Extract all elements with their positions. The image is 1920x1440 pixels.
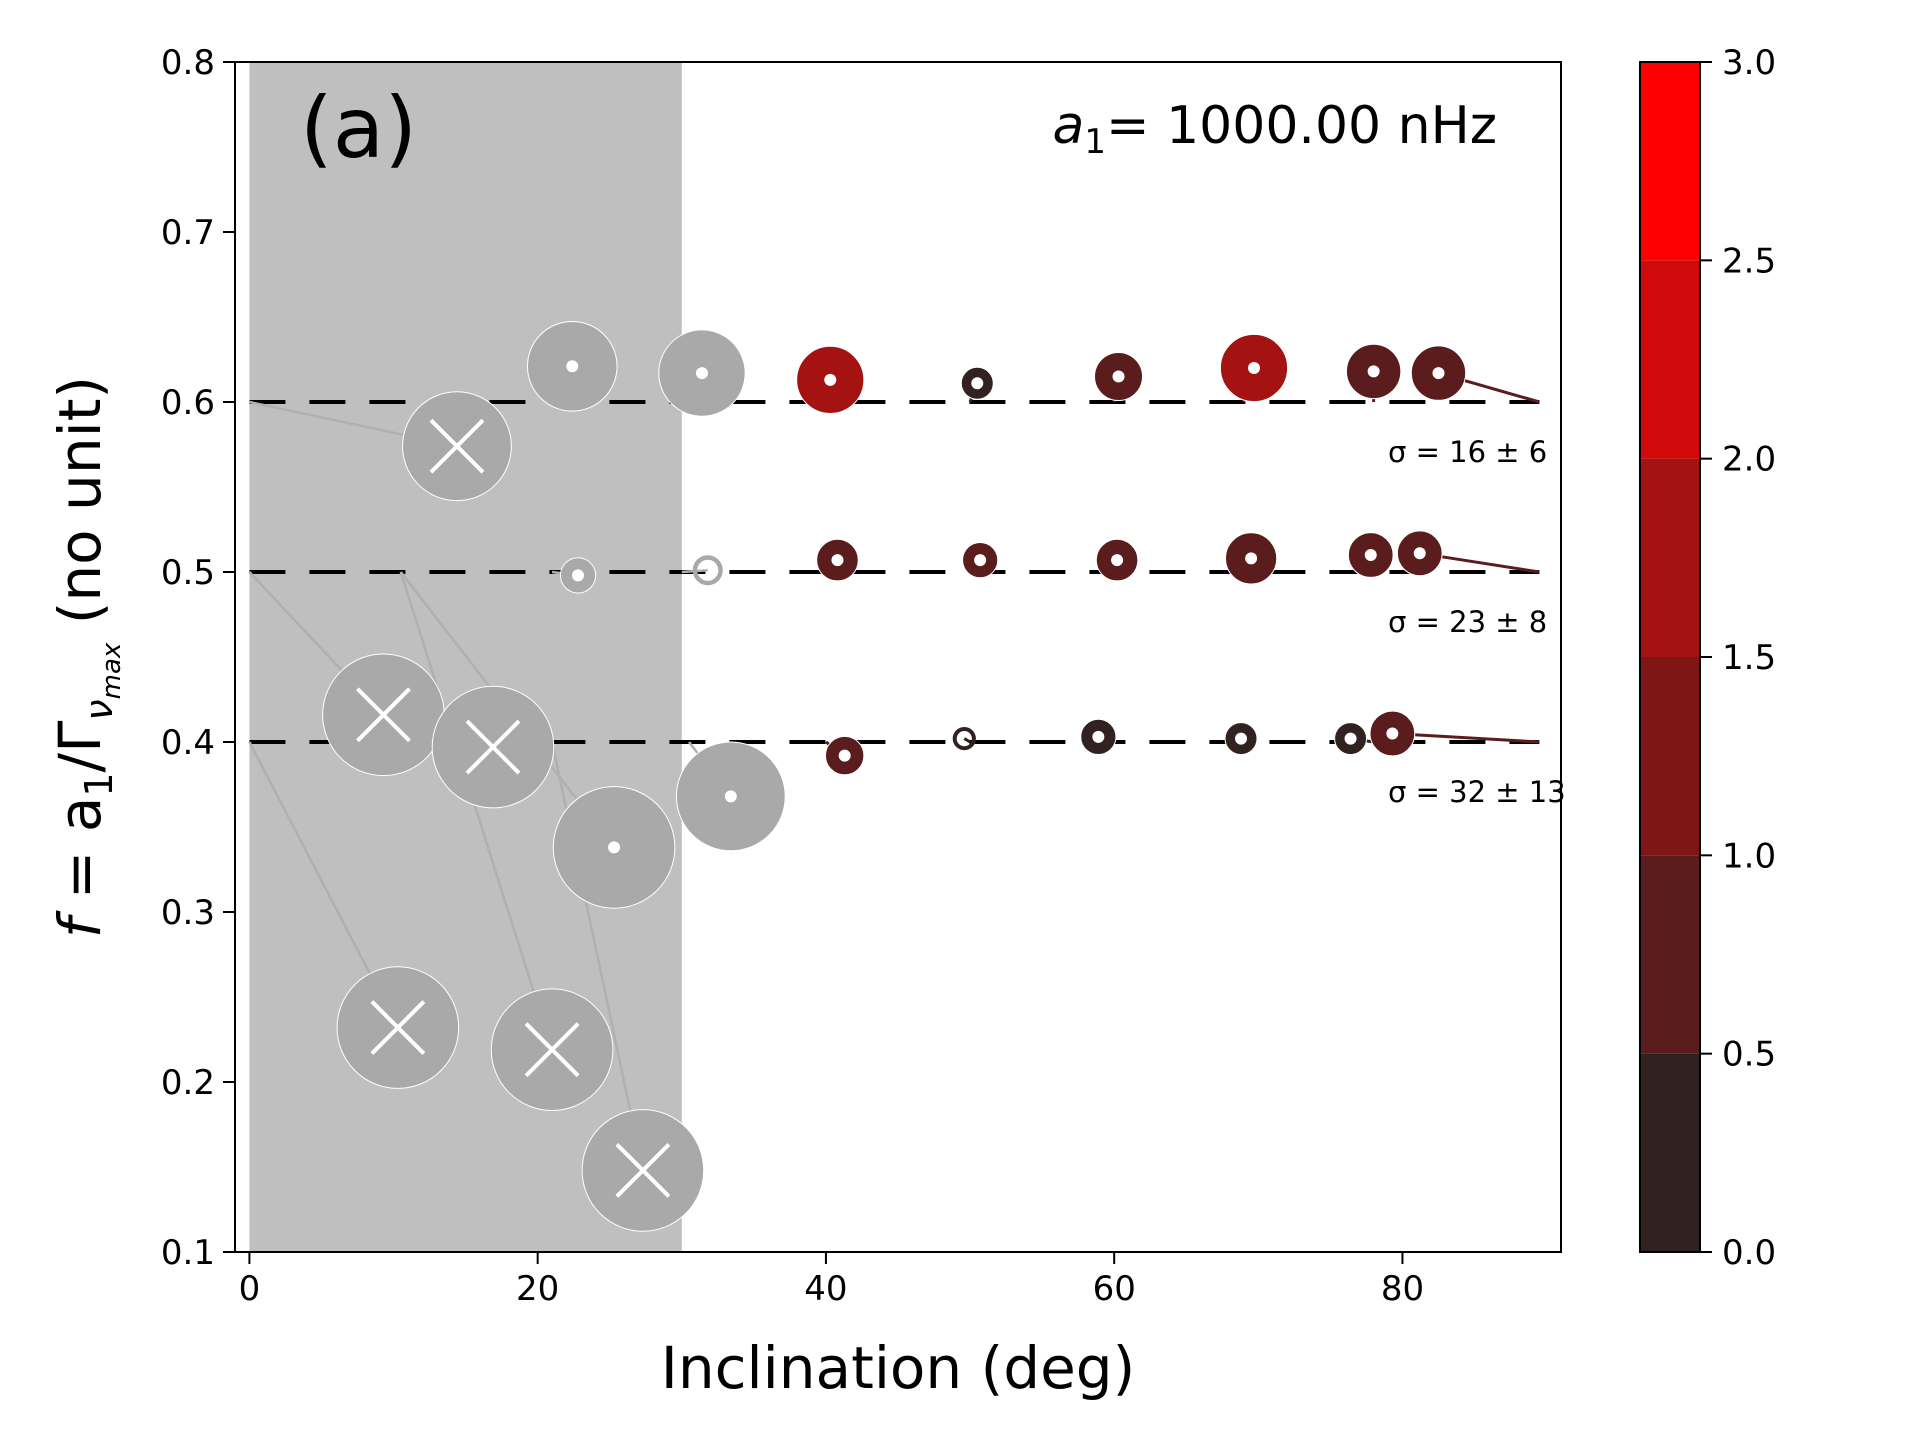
x-tick-label-3: 60 bbox=[1093, 1269, 1136, 1309]
colorbar-segment-4 bbox=[1640, 260, 1700, 459]
ylabel-slash: /Γ bbox=[46, 721, 114, 773]
ylabel-eq: = a bbox=[46, 797, 114, 918]
point-center-29 bbox=[1386, 727, 1399, 740]
guide-line-25 bbox=[963, 737, 971, 744]
colorbar-segment-1 bbox=[1640, 855, 1700, 1054]
ylabel-sub3: max bbox=[97, 642, 127, 699]
guide-line-29 bbox=[1392, 732, 1540, 744]
point-center-7 bbox=[1367, 365, 1380, 378]
point-center-10 bbox=[608, 841, 621, 854]
colorbar-segment-5 bbox=[1640, 62, 1700, 261]
data-points bbox=[322, 321, 1467, 1232]
point-center-17 bbox=[1364, 549, 1377, 561]
point-center-26 bbox=[1092, 730, 1105, 743]
colorbar-tick-label-1: 0.5 bbox=[1722, 1035, 1776, 1075]
colorbar-tick-label-3: 1.5 bbox=[1722, 638, 1776, 678]
data-point-12 bbox=[692, 555, 723, 586]
colorbar-tick-label-2: 1.0 bbox=[1722, 836, 1776, 876]
annotation-value: = 1000.00 nHz bbox=[1106, 96, 1497, 156]
x-tick-label-4: 80 bbox=[1381, 1269, 1424, 1309]
colorbar-segment-0 bbox=[1640, 1053, 1700, 1252]
point-center-2 bbox=[695, 367, 708, 380]
y-tick-label-7: 0.8 bbox=[161, 43, 215, 83]
colorbar-tick-label-5: 2.5 bbox=[1722, 241, 1776, 281]
point-center-5 bbox=[1112, 370, 1125, 383]
colorbar-segment-3 bbox=[1640, 458, 1700, 657]
x-tick-label-2: 40 bbox=[804, 1269, 847, 1309]
point-center-27 bbox=[1235, 732, 1248, 745]
colorbar-tick-label-0: 0.0 bbox=[1722, 1233, 1776, 1273]
ylabel-sub1: 1 bbox=[77, 772, 121, 796]
point-center-14 bbox=[974, 554, 987, 567]
plot-frame bbox=[234, 61, 1562, 1253]
point-center-13 bbox=[831, 554, 844, 567]
rejected-marker-22 bbox=[615, 1142, 671, 1198]
ylabel-suffix: (no unit) bbox=[46, 376, 114, 643]
point-center-24 bbox=[838, 749, 851, 762]
rejected-marker-19 bbox=[370, 1000, 426, 1056]
sigma-label-0: σ = 16 ± 6 bbox=[1388, 435, 1547, 469]
annotation-symbol: a bbox=[1052, 96, 1084, 156]
guide-line-21 bbox=[399, 571, 554, 1051]
point-center-15 bbox=[1111, 554, 1124, 567]
colorbar: 0.0 0.5 1.0 1.5 2.0 2.5 3.0 bbox=[1639, 43, 1776, 1273]
sigma-labels: σ = 16 ± 6 σ = 23 ± 8 σ = 32 ± 13 bbox=[1388, 435, 1566, 809]
y-tick-label-1: 0.2 bbox=[161, 1063, 215, 1103]
rejected-marker-20 bbox=[465, 719, 521, 775]
y-tick-label-4: 0.5 bbox=[161, 553, 215, 593]
point-center-16 bbox=[1245, 552, 1258, 565]
rejected-marker-21 bbox=[524, 1022, 580, 1078]
annotation-subscript: 1 bbox=[1084, 122, 1106, 162]
colorbar-tick-label-6: 3.0 bbox=[1722, 43, 1776, 83]
point-center-4 bbox=[971, 377, 984, 390]
point-center-3 bbox=[824, 373, 837, 386]
sigma-label-2: σ = 32 ± 13 bbox=[1388, 775, 1566, 809]
y-tick-label-3: 0.4 bbox=[161, 723, 215, 763]
point-center-23 bbox=[724, 790, 737, 803]
point-center-28 bbox=[1344, 732, 1357, 745]
plot-area: σ = 16 ± 6 σ = 23 ± 8 σ = 32 ± 13 bbox=[234, 61, 1566, 1253]
data-point-25 bbox=[952, 727, 976, 751]
parameter-annotation: a1= 1000.00 nHz bbox=[1052, 96, 1497, 162]
rejected-marker-9 bbox=[356, 687, 411, 743]
point-center-11 bbox=[572, 569, 585, 582]
y-axis: 0.1 0.2 0.3 0.4 0.5 0.6 0.7 0.8 bbox=[161, 43, 235, 1273]
y-tick-label-2: 0.3 bbox=[161, 893, 215, 933]
x-axis: 0 20 40 60 80 bbox=[239, 1252, 1424, 1309]
y-tick-label-5: 0.6 bbox=[161, 383, 215, 423]
point-center-18 bbox=[1413, 547, 1426, 560]
point-center-6 bbox=[1248, 362, 1261, 374]
point-center-1 bbox=[566, 360, 579, 373]
y-tick-label-6: 0.7 bbox=[161, 213, 215, 253]
colorbar-tick-label-4: 2.0 bbox=[1722, 440, 1776, 480]
point-center-8 bbox=[1432, 367, 1445, 380]
sigma-label-1: σ = 23 ± 8 bbox=[1388, 605, 1547, 639]
x-tick-label-1: 20 bbox=[516, 1269, 559, 1309]
x-axis-title: Inclination (deg) bbox=[661, 1334, 1135, 1402]
x-tick-label-0: 0 bbox=[239, 1269, 261, 1309]
colorbar-segment-2 bbox=[1640, 657, 1700, 856]
y-axis-title: f = a1/Γνmax (no unit) bbox=[46, 376, 127, 938]
rejected-marker-0 bbox=[429, 418, 485, 474]
y-tick-label-0: 0.1 bbox=[161, 1233, 215, 1273]
panel-label: (a) bbox=[300, 79, 417, 177]
ylabel-sub2: ν bbox=[77, 699, 121, 720]
